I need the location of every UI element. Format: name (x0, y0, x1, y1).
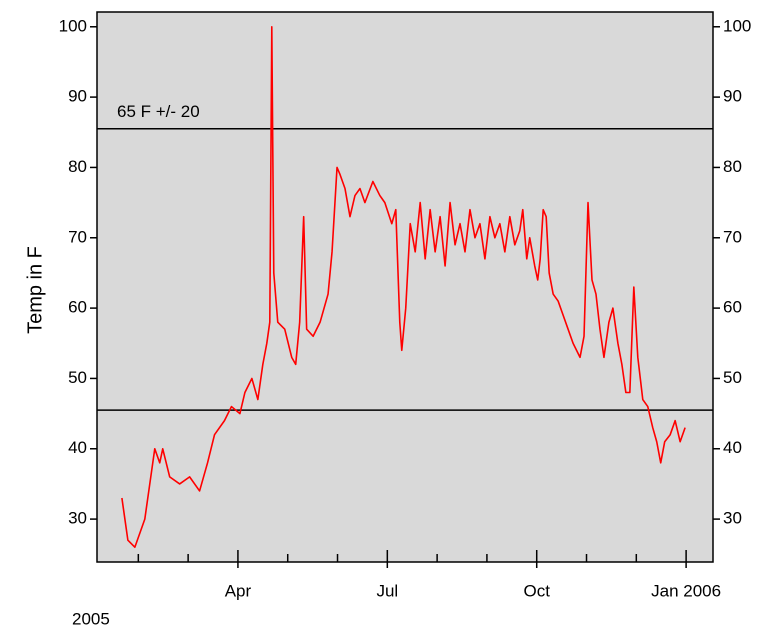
y-tick-label: 70 (68, 227, 87, 246)
x-tick-label: Jul (376, 581, 398, 600)
plot-area (96, 11, 714, 563)
annotation: 65 F +/- 20 (117, 102, 200, 121)
y2-tick-label: 100 (723, 16, 751, 35)
y-tick-label: 100 (59, 16, 87, 35)
x-tick-label: Apr (225, 581, 252, 600)
y-tick-label: 90 (68, 87, 87, 106)
y-tick-label: 30 (68, 509, 87, 528)
y2-tick-label: 60 (723, 298, 742, 317)
y-axis-label: Temp in F (24, 246, 46, 334)
y2-tick-label: 70 (723, 227, 742, 246)
y2-tick-label: 40 (723, 438, 742, 457)
y-tick-label: 80 (68, 157, 87, 176)
x-tick-label: Jan 2006 (651, 581, 721, 600)
y2-tick-label: 90 (723, 87, 742, 106)
y-tick-label: 60 (68, 298, 87, 317)
y-tick-label: 50 (68, 368, 87, 387)
y-tick-label: 40 (68, 438, 87, 457)
y2-tick-label: 80 (723, 157, 742, 176)
data-line (121, 25, 686, 549)
y2-tick-label: 30 (723, 509, 742, 528)
y2-tick-label: 50 (723, 368, 742, 387)
x-tick-label: Oct (523, 581, 550, 600)
year-label: 2005 (72, 609, 110, 628)
